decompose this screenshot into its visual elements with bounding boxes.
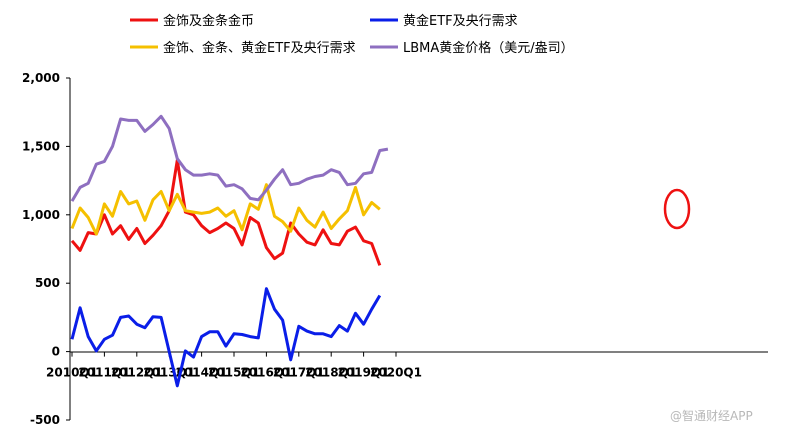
series-line-2 (70, 287, 382, 388)
x-tick-label: 2014Q1 (176, 366, 228, 380)
x-tick-label: 2020Q1 (370, 366, 422, 380)
x-tick-label: 2012Q1 (111, 366, 163, 380)
y-tick-label: 2,000 (22, 71, 60, 85)
legend-label-1: 金饰及金条金币 (163, 13, 254, 29)
x-tick-label: 2019Q1 (338, 366, 390, 380)
watermark: @智通财经APP (670, 408, 753, 423)
x-tick-label: 2010Q1 (46, 366, 98, 380)
series-line-1 (70, 158, 382, 266)
y-tick-label: 1,500 (22, 139, 60, 153)
y-tick-label: 500 (35, 276, 60, 290)
series-line-4 (70, 114, 389, 202)
y-ticks: 2,000 1,500 1,000 500 0 -500 (22, 71, 70, 427)
legend: 金饰及金条金币 黄金ETF及央行需求 金饰、金条、黄金ETF及央行需求 LBMA… (130, 13, 574, 56)
series-lines (70, 114, 389, 388)
x-tick-label: 2018Q1 (305, 366, 357, 380)
legend-label-3: 金饰、金条、黄金ETF及央行需求 (163, 40, 356, 56)
series-line-3 (70, 183, 381, 236)
x-tick-label: 2016Q1 (240, 366, 292, 380)
x-tick-label: 2017Q1 (273, 366, 325, 380)
y-tick-label: 1,000 (22, 208, 60, 222)
y-tick-label: 0 (52, 345, 60, 359)
legend-label-2: 黄金ETF及央行需求 (403, 13, 518, 29)
x-ticks: 2010Q12011Q12012Q12013Q12014Q12015Q12016… (46, 351, 422, 380)
legend-label-4: LBMA黄金价格（美元/盎司） (403, 40, 574, 56)
x-tick-label: 2011Q1 (78, 366, 130, 380)
highlight-circle (663, 188, 691, 230)
y-tick-label: -500 (30, 413, 60, 427)
x-tick-label: 2015Q1 (208, 366, 260, 380)
